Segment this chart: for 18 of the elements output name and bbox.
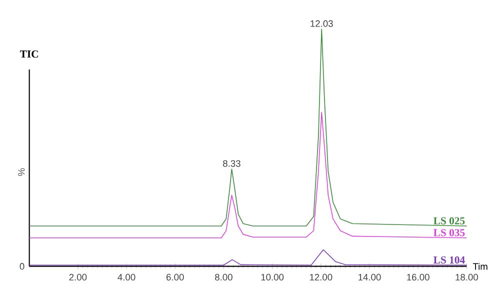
annotation: 12.03 [310, 20, 333, 27]
x-tick-label: 6.00 [166, 274, 184, 280]
series-label: LS 104 [434, 256, 465, 264]
x-tick-label: 12.00 [310, 274, 332, 280]
text: TIC [20, 50, 38, 58]
x-tick-label: 16.00 [407, 274, 430, 280]
x-tick-label: 10.00 [261, 274, 284, 280]
x-axis-title: Tim [472, 262, 488, 270]
x-tick-label: 8.00 [215, 274, 232, 280]
text: 0 [20, 263, 24, 270]
x-tick-label: 18.00 [456, 274, 478, 280]
x-tick-label: 14.00 [358, 274, 381, 280]
series-label: LS 025 [434, 217, 465, 224]
y-axis-title: % [18, 168, 25, 176]
x-tick-label: 2.00 [69, 274, 87, 280]
x-tick-label: 4.00 [118, 274, 136, 280]
annotation: 8.33 [223, 160, 240, 167]
series-label: LS 035 [434, 229, 465, 236]
